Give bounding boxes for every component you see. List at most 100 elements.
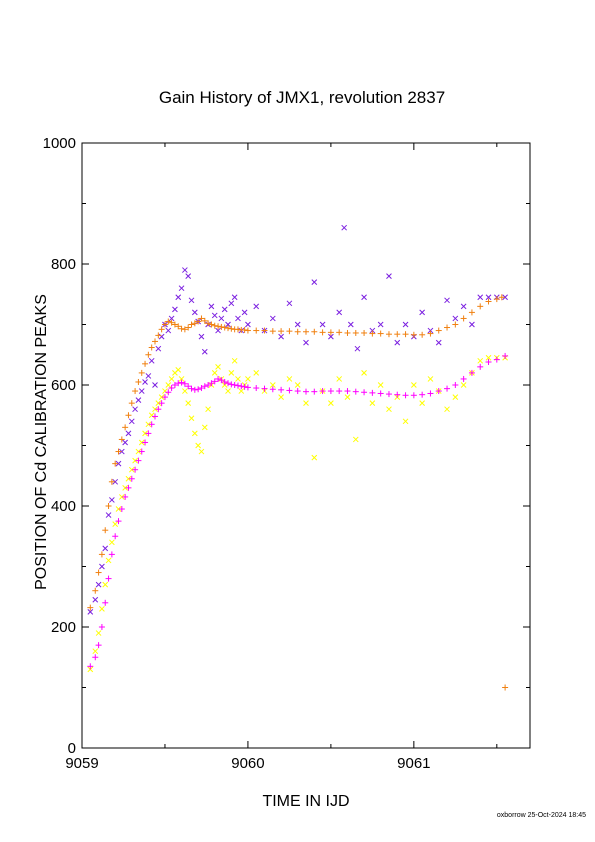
data-point	[369, 400, 376, 407]
data-point	[175, 380, 182, 387]
data-point	[327, 388, 334, 395]
data-point	[352, 388, 359, 395]
data-point	[211, 370, 218, 376]
data-point	[419, 391, 426, 398]
data-point	[98, 624, 105, 630]
data-point	[435, 388, 442, 395]
data-point	[138, 388, 145, 394]
data-point	[118, 494, 125, 500]
y-tick-label: 600	[51, 377, 76, 394]
data-point	[235, 315, 241, 322]
data-point	[188, 297, 195, 304]
data-point	[444, 324, 451, 331]
data-point	[99, 563, 105, 570]
data-point	[253, 370, 260, 376]
data-point	[427, 390, 434, 397]
data-point	[468, 309, 475, 316]
data-point	[125, 412, 132, 419]
data-point	[165, 327, 172, 334]
data-point	[460, 303, 467, 310]
data-point	[328, 333, 334, 340]
data-point	[493, 356, 500, 363]
data-point	[377, 330, 384, 337]
footer-credit: oxborrow 25-Oct-2024 18:45	[497, 812, 586, 819]
data-point	[485, 294, 492, 301]
data-point	[201, 348, 208, 355]
data-point	[168, 315, 175, 322]
data-point	[238, 388, 245, 394]
data-point	[377, 382, 384, 388]
data-point	[369, 330, 376, 337]
data-point	[410, 392, 417, 399]
data-point	[142, 439, 149, 446]
data-point	[444, 385, 451, 392]
data-point	[253, 303, 260, 310]
data-point	[485, 298, 492, 305]
data-point	[286, 376, 293, 382]
data-point	[171, 382, 178, 388]
data-point	[336, 329, 343, 336]
data-point	[215, 327, 221, 334]
data-point	[386, 406, 392, 413]
data-point	[419, 331, 426, 338]
data-point	[336, 376, 343, 382]
data-point	[201, 424, 208, 431]
data-point	[87, 609, 94, 615]
data-point	[311, 279, 318, 286]
data-point	[244, 327, 251, 334]
data-point	[138, 448, 145, 455]
data-point	[241, 383, 248, 390]
data-point	[452, 315, 459, 322]
data-point	[231, 357, 238, 364]
data-point	[125, 430, 132, 437]
data-point	[162, 388, 168, 394]
data-point	[145, 351, 152, 358]
data-point	[132, 406, 138, 413]
data-point	[477, 363, 484, 370]
data-point	[294, 388, 301, 395]
data-point	[92, 648, 99, 655]
data-point	[105, 557, 112, 564]
data-point	[253, 327, 260, 334]
data-point	[112, 460, 119, 467]
data-point	[105, 503, 112, 509]
data-point	[118, 506, 125, 513]
data-point	[211, 378, 218, 385]
data-point	[185, 400, 192, 407]
data-point	[148, 357, 155, 364]
data-point	[208, 321, 215, 328]
data-point	[185, 273, 192, 279]
data-point	[241, 309, 248, 316]
data-point	[319, 321, 326, 328]
data-point	[225, 380, 232, 387]
data-point	[191, 320, 198, 327]
data-point	[460, 382, 467, 388]
x-tick-label: 9059	[65, 755, 98, 772]
data-point	[142, 379, 148, 385]
data-point	[394, 339, 401, 346]
x-tick-label: 9060	[231, 755, 264, 772]
data-point	[158, 400, 165, 407]
data-point	[95, 569, 102, 576]
data-point	[215, 363, 221, 370]
data-point	[142, 360, 149, 367]
data-point	[344, 329, 351, 336]
data-point	[477, 357, 484, 364]
data-point	[402, 321, 409, 328]
data-point	[161, 394, 168, 401]
data-marks	[87, 224, 509, 691]
data-point	[158, 333, 165, 340]
data-point	[361, 294, 367, 301]
data-point	[95, 581, 102, 588]
data-point	[218, 377, 225, 384]
data-point	[178, 379, 185, 386]
y-tick-label: 1000	[43, 135, 76, 152]
chart-title: Gain History of JMX1, revolution 2837	[159, 88, 445, 107]
x-tick-label: 9061	[397, 755, 430, 772]
data-point	[145, 421, 152, 428]
data-point	[95, 642, 102, 649]
data-point	[419, 400, 426, 407]
data-point	[311, 328, 318, 335]
data-point	[158, 326, 165, 333]
data-point	[303, 400, 309, 407]
